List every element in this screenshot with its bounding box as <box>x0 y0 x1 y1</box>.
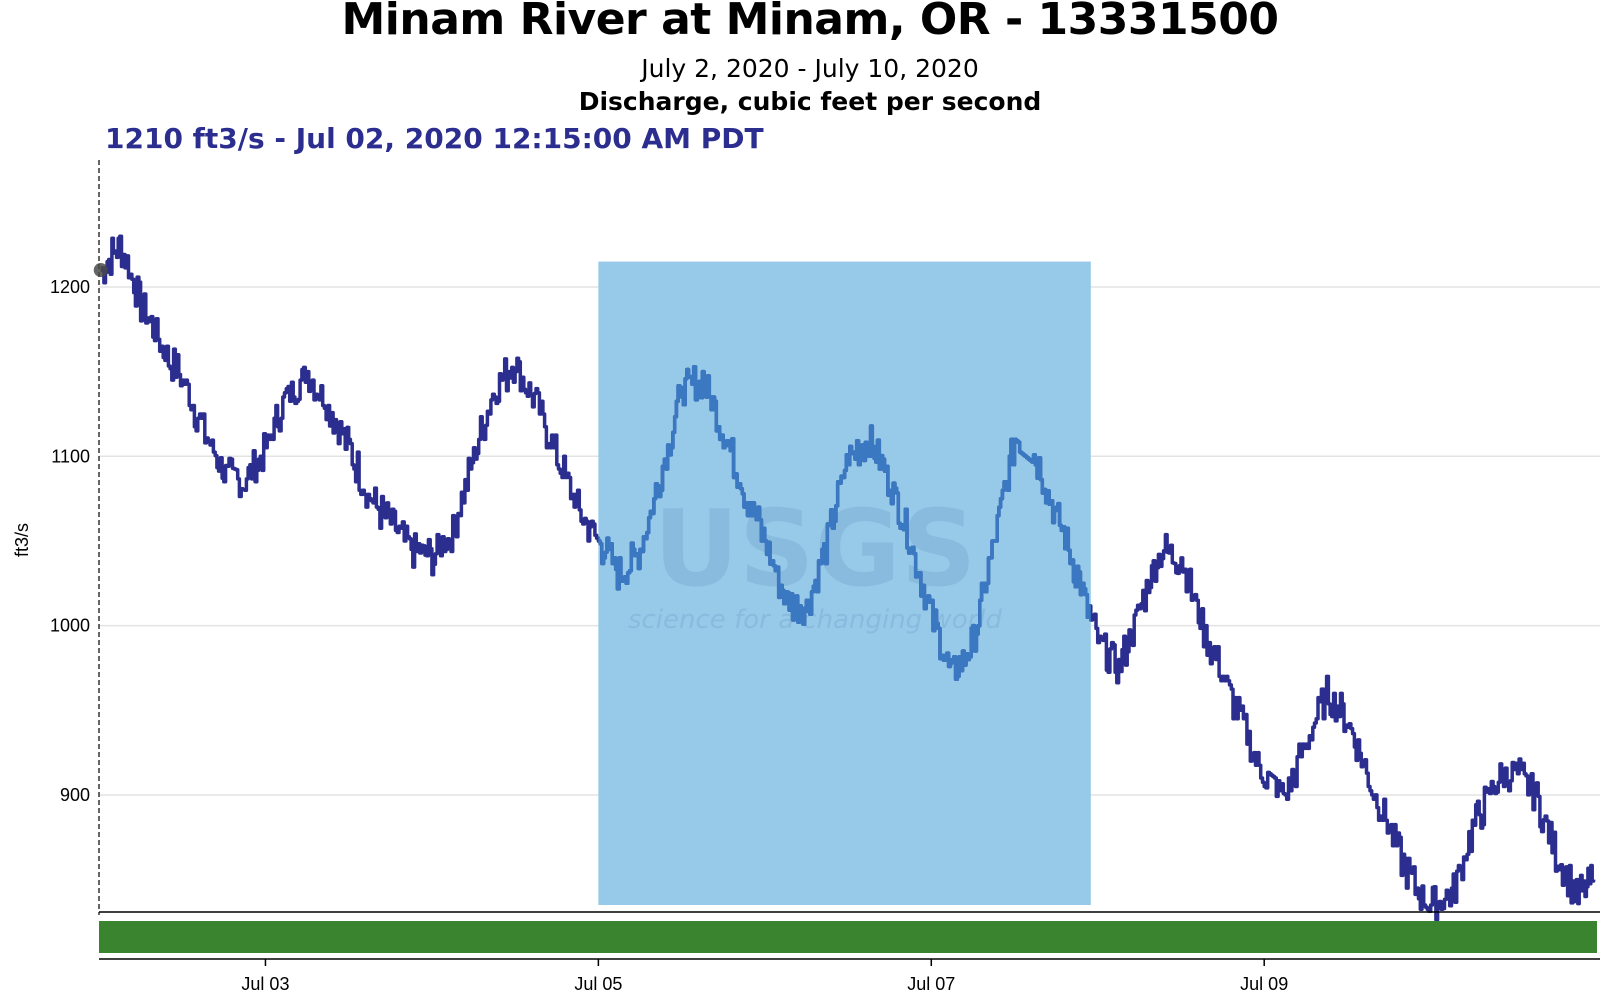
y-axis-ticks: 900 1000 1100 1200 <box>50 277 90 805</box>
selection-highlight[interactable] <box>598 261 1091 905</box>
chart-title: Minam River at Minam, OR - 13331500 <box>341 0 1279 45</box>
x-tick-label: Jul 05 <box>574 974 622 994</box>
discharge-series-line-highlighted <box>598 364 1091 681</box>
date-range-subtitle: July 2, 2020 - July 10, 2020 <box>641 54 979 83</box>
x-tick-label: Jul 03 <box>241 974 289 994</box>
parameter-label: Discharge, cubic feet per second <box>578 87 1042 116</box>
x-axis-ticks: Jul 03 Jul 05 Jul 07 Jul 09 <box>241 959 1288 994</box>
y-tick-label: 1100 <box>51 446 90 466</box>
y-tick-label: 1200 <box>50 277 90 297</box>
hover-tooltip: 1210 ft3/s - Jul 02, 2020 12:15:00 AM PD… <box>105 122 764 155</box>
series-layer <box>100 234 1596 922</box>
watermark-tagline: science for a changing world <box>628 605 1003 635</box>
cursor-point[interactable] <box>93 263 108 278</box>
x-tick-label: Jul 07 <box>907 974 955 994</box>
y-axis-label: ft3/s <box>12 523 32 557</box>
x-tick-label: Jul 09 <box>1240 974 1288 994</box>
y-tick-label: 900 <box>60 785 90 805</box>
y-tick-label: 1000 <box>50 616 90 636</box>
usgs-watermark: USGS science for a changing world <box>628 488 1003 635</box>
approval-status-bar[interactable] <box>99 921 1597 953</box>
